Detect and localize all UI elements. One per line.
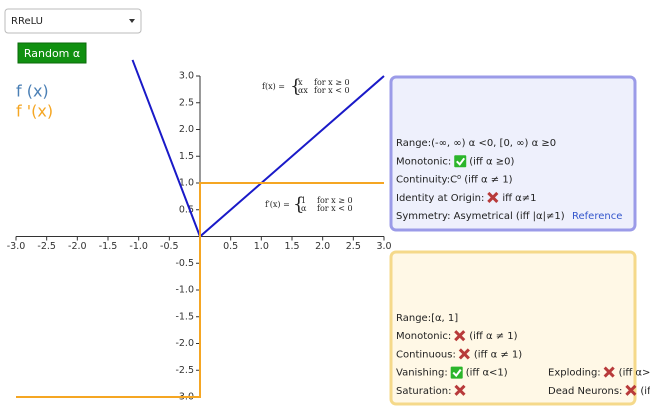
formula-case: αx	[298, 86, 308, 95]
x-tick-label: -2.5	[37, 241, 56, 252]
y-tick-label: 0.5	[179, 204, 194, 215]
formula-lhs: f(x) =	[262, 82, 285, 91]
panel-row: Monotonic:	[396, 331, 451, 342]
panel-row: Vanishing:	[396, 368, 448, 379]
panel	[389, 75, 637, 232]
panel-row: Identity at Origin:	[396, 193, 484, 204]
x-tick-label: 3.0	[376, 241, 391, 252]
cross-icon	[458, 348, 470, 360]
y-tick-label: -0.5	[175, 258, 194, 269]
y-tick-label: 3.0	[179, 71, 194, 82]
x-tick-label: -0.5	[160, 241, 179, 252]
y-tick-label: 2.0	[179, 124, 194, 135]
check-mark	[452, 369, 462, 378]
y-tick-label: 1.5	[179, 151, 194, 162]
cross-icon	[454, 330, 466, 342]
cross-icon	[454, 384, 466, 396]
x-tick-label: 2.5	[346, 241, 361, 252]
formula-case: α	[301, 204, 307, 213]
panel-row: Saturation:	[396, 386, 452, 397]
formula-brace: {	[293, 194, 304, 215]
cross-icon	[625, 384, 637, 396]
check-mark	[456, 157, 466, 166]
dropdown-arrow	[129, 19, 135, 23]
y-tick-label: -2.0	[175, 338, 194, 349]
formula-brace: {	[290, 76, 301, 97]
panel-row: Continuity:C⁰ (iff α ≠ 1)	[396, 175, 513, 186]
panel-note: (iff α=0)	[640, 386, 650, 397]
x-tick-label: -2.0	[68, 241, 87, 252]
panel-row: Exploding:	[548, 368, 601, 379]
random-button[interactable]	[17, 42, 87, 64]
panel-note: (iff α<1)	[466, 368, 508, 379]
formula-case: 1	[301, 196, 306, 205]
cross-icon	[487, 191, 499, 203]
legend-label: f '(x)	[16, 102, 53, 121]
dropdown-text: RReLU	[11, 16, 43, 27]
x-tick-label: -1.5	[99, 241, 118, 252]
formula-cond: for x ≥ 0	[317, 196, 353, 205]
y-tick-label: -1.0	[175, 285, 194, 296]
check-icon	[454, 155, 467, 168]
legend-label: f (x)	[16, 82, 49, 101]
y-tick-label: -1.5	[175, 311, 194, 322]
reference-link[interactable]: Reference	[572, 211, 622, 222]
y-tick-label: -2.5	[175, 365, 194, 376]
x-tick-label: -3.0	[7, 241, 26, 252]
x-tick-label: 2.0	[315, 241, 330, 252]
panel-row: Range:[α, 1]	[396, 313, 458, 324]
panel-note: iff α≠1	[502, 193, 536, 204]
y-tick-label: 2.5	[179, 97, 194, 108]
panel-note: (iff α ≥0)	[469, 156, 514, 167]
button-text: Random α	[24, 47, 80, 60]
formula-case: x	[298, 78, 303, 87]
y-tick-label: 1.0	[179, 178, 194, 189]
formula-cond: for x < 0	[317, 204, 353, 213]
x-tick-label: 1.5	[284, 241, 299, 252]
panel-note: (iff α>1)	[619, 368, 650, 379]
cross-icon	[603, 366, 615, 378]
panel-row: Symmetry: Asymetrical (iff |α|≠1)	[396, 211, 565, 222]
formula-lhs: f′(x) =	[265, 200, 290, 209]
check-icon	[450, 366, 463, 379]
panel-row: Continuous:	[396, 349, 456, 360]
formula-cond: for x < 0	[314, 86, 350, 95]
panel-row: Monotonic:	[396, 156, 451, 167]
function-line	[16, 182, 384, 398]
x-tick-label: -1.0	[129, 241, 148, 252]
formula-cond: for x ≥ 0	[314, 78, 350, 87]
x-tick-label: 0.5	[223, 241, 238, 252]
panel	[389, 250, 637, 406]
dropdown[interactable]	[4, 8, 142, 34]
panel-row: Dead Neurons:	[548, 386, 622, 397]
panel-note: (iff α ≠ 1)	[474, 349, 522, 360]
panel-note: (iff α ≠ 1)	[469, 331, 517, 342]
x-tick-label: 1.0	[254, 241, 269, 252]
panel-row: Range:(-∞, ∞) α <0, [0, ∞) α ≥0	[396, 138, 556, 149]
